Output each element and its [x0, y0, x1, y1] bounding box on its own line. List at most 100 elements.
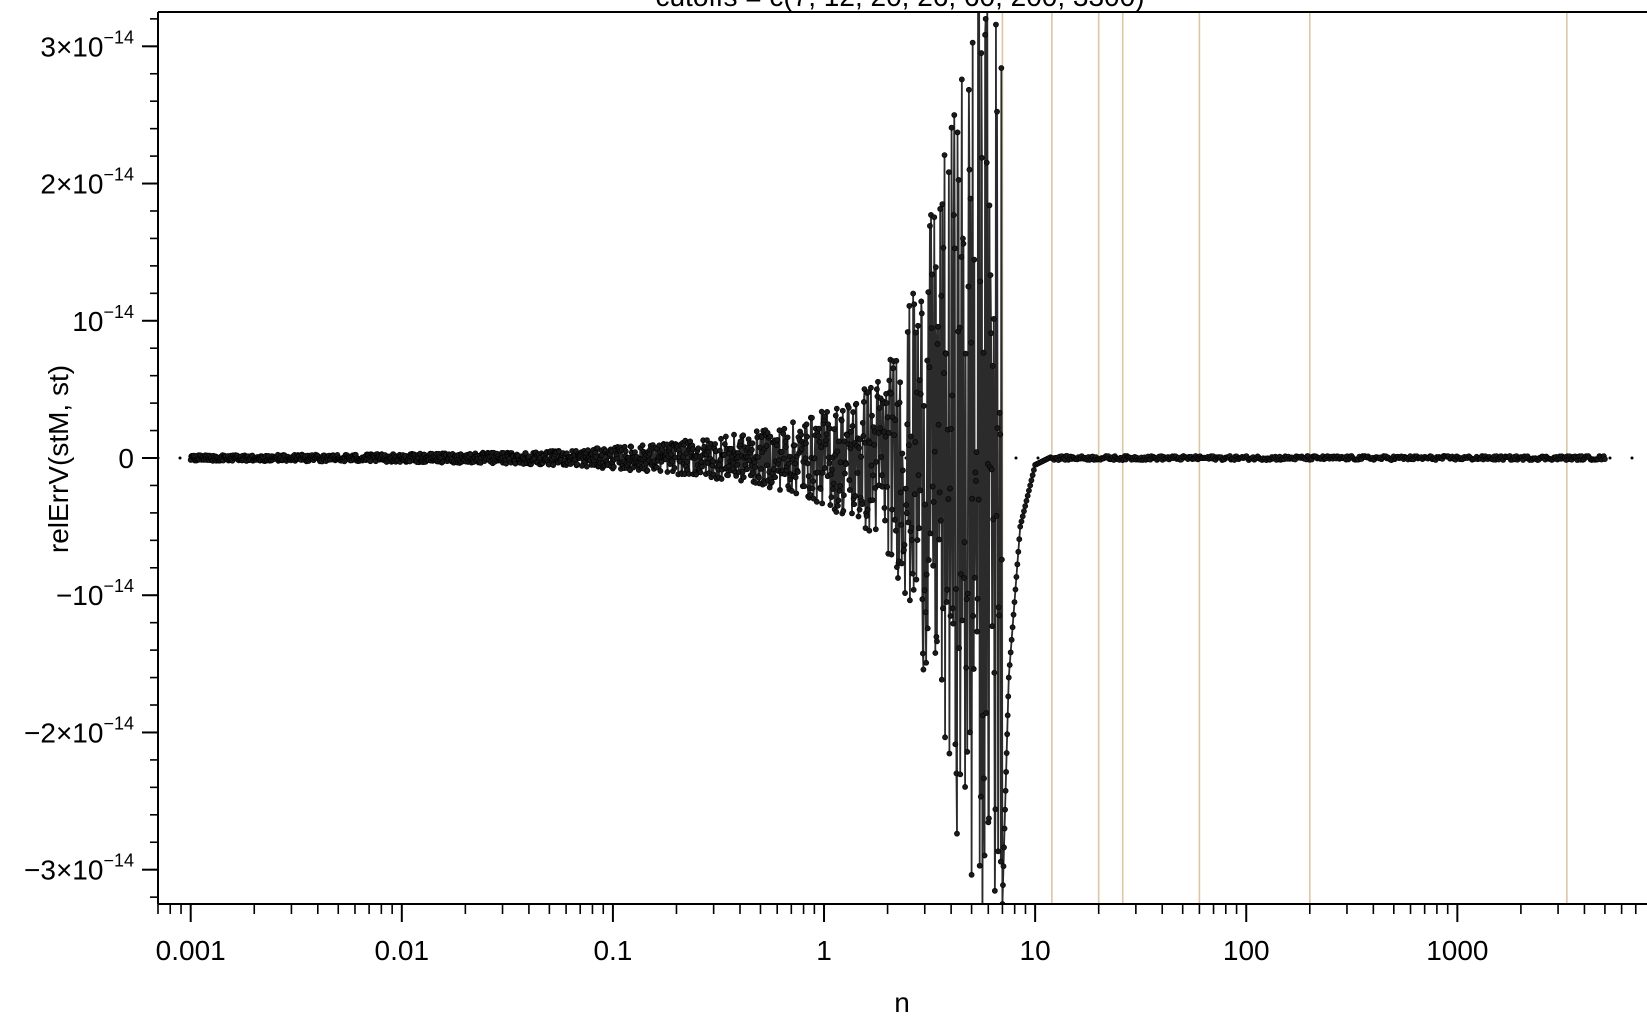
data-point	[815, 432, 822, 439]
data-point	[785, 460, 792, 467]
data-point	[861, 398, 867, 405]
data-point	[784, 434, 791, 441]
data-point	[976, 862, 983, 869]
data-point	[886, 377, 893, 384]
data-point	[733, 473, 740, 479]
data-point	[710, 458, 716, 465]
data-point	[988, 330, 994, 337]
data-point	[725, 472, 731, 479]
data-point	[749, 440, 756, 447]
data-point	[906, 303, 913, 309]
data-point	[856, 445, 862, 451]
data-point	[861, 386, 868, 393]
data-point	[804, 433, 810, 440]
data-point	[754, 454, 761, 461]
data-point	[929, 271, 935, 278]
data-point	[948, 124, 955, 131]
data-point	[818, 444, 825, 451]
data-point	[718, 476, 725, 482]
data-point	[998, 556, 1005, 563]
data-point	[1013, 574, 1020, 580]
chart-title: cutoffs = c(7, 12, 20, 26, 60, 200, 3300…	[655, 0, 1144, 12]
data-point	[734, 461, 741, 468]
data-point	[923, 571, 930, 578]
data-point	[791, 442, 798, 449]
data-point	[932, 264, 939, 271]
data-point	[967, 729, 973, 736]
data-point	[890, 365, 897, 372]
data-point	[910, 290, 917, 297]
data-point	[789, 456, 796, 463]
data-point	[723, 433, 729, 440]
data-point	[950, 620, 957, 627]
data-point	[871, 441, 878, 448]
data-point	[974, 628, 980, 635]
data-point	[802, 455, 809, 462]
data-point	[653, 464, 660, 471]
data-point	[756, 474, 762, 481]
data-point	[913, 576, 920, 583]
data-point	[801, 483, 808, 490]
data-point	[869, 412, 875, 419]
data-point	[752, 464, 759, 471]
data-point	[973, 477, 979, 484]
data-point	[860, 433, 867, 439]
data-point	[840, 507, 847, 514]
data-point	[864, 506, 871, 513]
data-point	[904, 421, 911, 428]
data-point	[836, 438, 842, 445]
data-point	[695, 445, 702, 452]
data-point	[876, 405, 883, 412]
data-point	[574, 461, 580, 467]
data-point	[671, 464, 678, 471]
data-point	[904, 329, 911, 335]
data-point	[980, 349, 987, 356]
data-point	[983, 710, 990, 716]
data-point	[803, 421, 810, 428]
data-point	[921, 587, 928, 594]
data-point	[948, 426, 954, 432]
data-point	[986, 815, 992, 822]
data-point	[849, 510, 855, 517]
data-point	[959, 617, 966, 624]
data-point	[672, 454, 678, 461]
data-point	[922, 609, 929, 616]
data-point	[830, 486, 836, 492]
data-point	[721, 451, 728, 458]
data-point	[938, 292, 945, 299]
data-point	[969, 495, 976, 502]
data-point	[1002, 787, 1009, 794]
data-point	[845, 404, 852, 411]
data-point	[622, 448, 629, 455]
data-point	[916, 377, 923, 384]
data-point	[777, 486, 783, 493]
data-point	[1007, 649, 1014, 656]
data-point	[827, 502, 834, 508]
y-axis: 3×10−14 2×10−14 10−14 0 −10−14 −2×10−14 −3×10−…	[24, 18, 158, 898]
data-point	[1017, 523, 1024, 530]
data-point	[828, 494, 835, 501]
data-point	[879, 483, 886, 490]
data-point	[764, 462, 770, 469]
data-point	[935, 323, 941, 330]
data-point	[792, 474, 799, 481]
data-point	[945, 169, 952, 176]
data-point	[896, 399, 903, 406]
data-point	[1018, 518, 1025, 525]
data-point	[844, 432, 851, 439]
data-point	[833, 509, 840, 515]
data-point	[737, 438, 744, 445]
data-point	[855, 513, 862, 520]
data-point	[869, 497, 876, 504]
data-point	[870, 472, 876, 479]
data-point	[951, 112, 958, 118]
data-point	[983, 159, 990, 166]
data-point	[951, 245, 958, 252]
data-point	[856, 506, 863, 513]
data-point	[865, 389, 872, 396]
data-point	[908, 433, 914, 440]
data-point	[813, 498, 820, 505]
data-point	[1021, 508, 1027, 515]
data-point	[583, 463, 590, 470]
data-point	[881, 505, 888, 511]
